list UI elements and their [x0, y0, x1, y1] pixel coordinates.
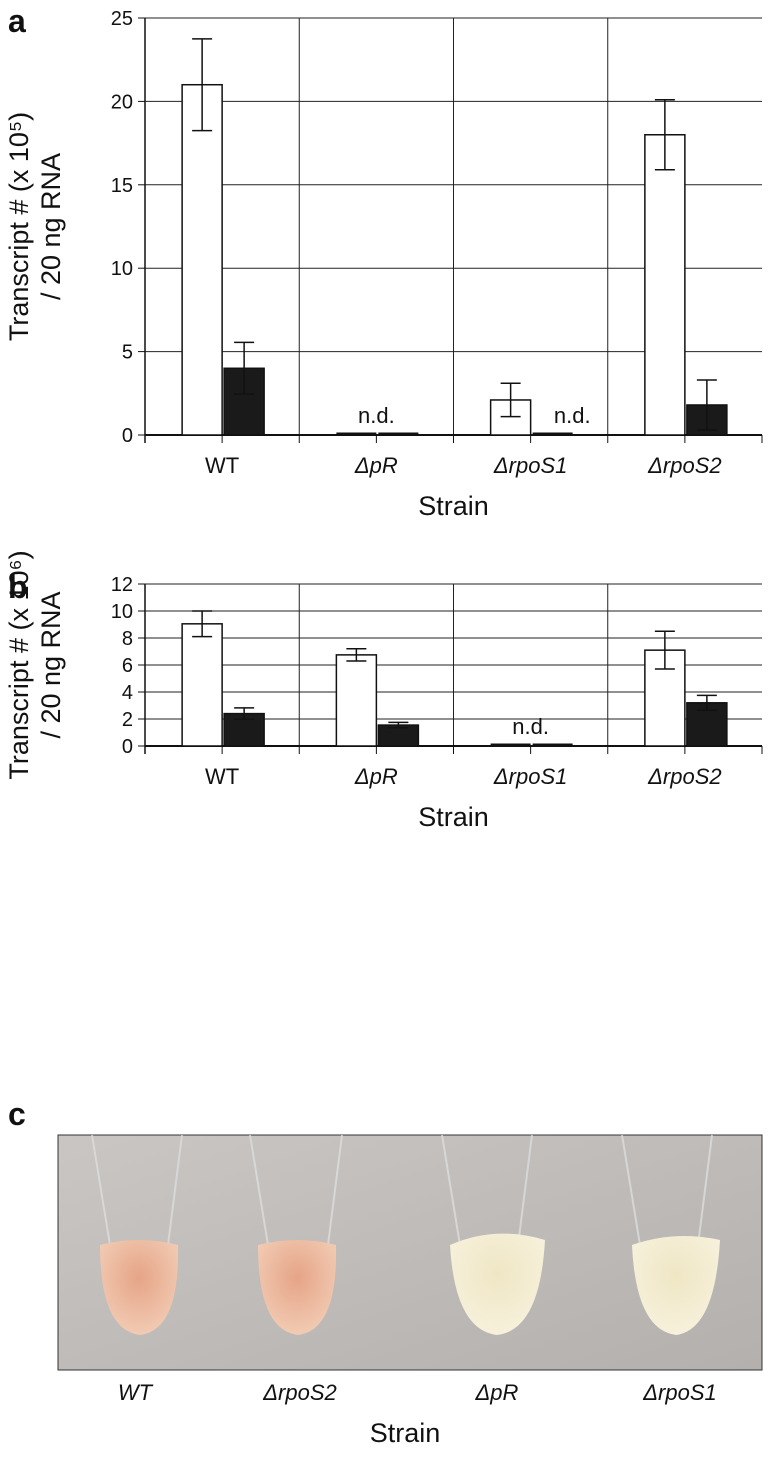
panel-label: b: [8, 569, 28, 605]
y-tick-label: 10: [111, 258, 133, 280]
x-axis-label: Strain: [370, 1418, 441, 1448]
error-bar: [234, 707, 255, 721]
y-tick-label: 0: [122, 425, 133, 447]
x-tick-label: WT: [205, 764, 239, 789]
x-tick-label: ΔrpoS2: [647, 764, 721, 789]
y-axis-label: Transcript # (x 10⁵): [4, 112, 34, 341]
bar: [181, 623, 223, 747]
tubes: [91, 1134, 713, 1246]
x-tick-label: ΔpR: [354, 764, 398, 789]
tube-liquid: [258, 1240, 337, 1335]
annotation: n.d.: [358, 403, 395, 428]
bar: [686, 702, 728, 747]
bar: [181, 83, 223, 436]
x-tick-label: ΔpR: [354, 453, 398, 478]
error-bar: [654, 98, 675, 171]
panel-label: a: [8, 3, 26, 39]
photo-label: ΔrpoS1: [642, 1380, 716, 1405]
y-tick-label: 2: [122, 709, 133, 731]
bar: [644, 134, 686, 436]
photo-label: ΔpR: [475, 1380, 519, 1405]
x-tick-label: ΔrpoS1: [493, 764, 567, 789]
y-tick-label: 12: [111, 574, 133, 596]
tube-liquid: [632, 1236, 720, 1335]
y-axis-label: Transcript # (x 10⁶): [4, 550, 34, 779]
y-tick-label: 10: [111, 601, 133, 623]
x-axis-label: Strain: [418, 491, 489, 521]
y-tick-label: 8: [122, 628, 133, 650]
y-tick-label: 25: [111, 8, 133, 30]
y-tick-label: 0: [122, 736, 133, 758]
y-axis-label: / 20 ng RNA: [36, 591, 66, 738]
annotation: n.d.: [512, 714, 549, 739]
y-tick-label: 20: [111, 91, 133, 113]
x-axis-label: Strain: [418, 802, 489, 832]
error-bar: [346, 648, 367, 662]
y-axis-label: / 20 ng RNA: [36, 153, 66, 300]
error-bar: [696, 379, 717, 431]
photo-label: ΔrpoS2: [262, 1380, 336, 1405]
x-tick-label: ΔrpoS1: [493, 453, 567, 478]
error-bar: [234, 341, 255, 395]
error-bar: [192, 38, 213, 132]
x-tick-label: ΔrpoS2: [647, 453, 721, 478]
y-tick-label: 15: [111, 175, 133, 197]
photo-label: WT: [118, 1380, 154, 1405]
error-bar: [696, 694, 717, 711]
photo: [57, 1134, 763, 1371]
error-bar: [388, 721, 409, 729]
y-tick-label: 5: [122, 342, 133, 364]
error-bar: [500, 382, 521, 418]
y-tick-label: 4: [122, 682, 133, 704]
panel-label: c: [8, 1096, 26, 1132]
annotation: n.d.: [554, 403, 591, 428]
bar: [335, 654, 378, 747]
error-bar: [654, 630, 675, 670]
x-tick-label: WT: [205, 453, 239, 478]
tube-liquid: [450, 1233, 545, 1335]
tube-liquid: [100, 1240, 179, 1335]
y-tick-label: 6: [122, 655, 133, 677]
error-bar: [192, 610, 213, 638]
